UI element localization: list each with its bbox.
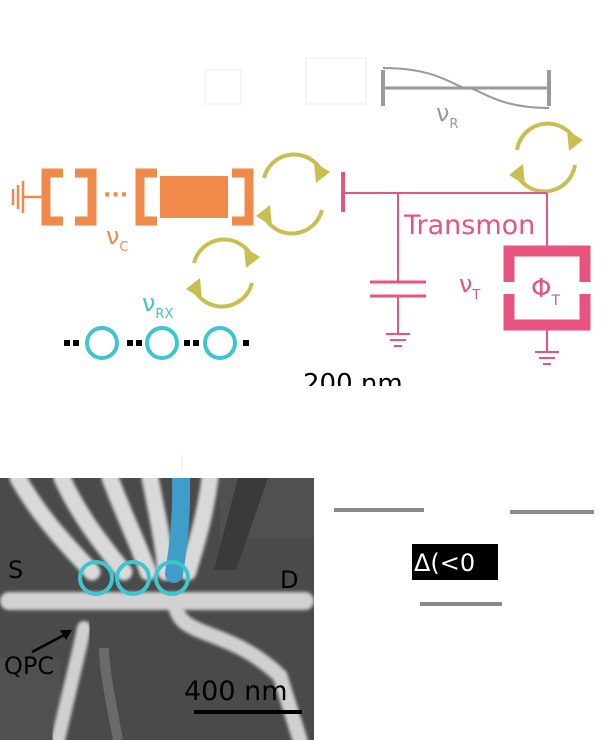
qpc-label: QPC (4, 652, 54, 680)
dot-circle (203, 326, 237, 360)
resonator-element: νR (381, 67, 551, 132)
dot-circle (85, 326, 119, 360)
flux-label: ΦT (531, 274, 560, 309)
rotation-arrows-icon (509, 121, 583, 194)
rotation-arrows-icon (186, 237, 260, 309)
rotation-arrows-icon (256, 152, 330, 236)
dot-circle (154, 560, 190, 596)
ground-icon (11, 181, 44, 213)
energy-level-panel: Δ(<0 (326, 478, 609, 740)
qpc-arrow-icon (31, 630, 72, 654)
cavity-ellipsis: ··· (103, 183, 128, 208)
capacitor-icon (370, 280, 426, 298)
rx-chain: νRX (64, 289, 249, 360)
delta-label: Δ(<0 (414, 549, 475, 577)
transmon-title: Transmon (403, 210, 535, 241)
ground-icon (386, 333, 410, 347)
flux-loop-icon: ΦT (500, 245, 594, 331)
transmon-circuit (341, 172, 559, 365)
qpc-gate (51, 621, 91, 740)
delta-label-box (412, 544, 498, 580)
faint-background-shapes (181, 57, 367, 470)
cavity-element: ··· νC (11, 168, 254, 255)
circuit-schematic: νR ··· νC (11, 57, 594, 470)
source-label: S (8, 556, 23, 584)
dot-circle (145, 326, 179, 360)
drain-label: D (280, 566, 298, 594)
horizontal-lead (0, 592, 314, 610)
dot-circle (115, 560, 151, 596)
plunger-gate (165, 478, 191, 583)
chain-label: νRX (142, 289, 173, 322)
scalebar-label: 400 nm (184, 676, 288, 707)
dot-circle (78, 560, 114, 596)
sem-micrograph: S D QPC 400 nm (0, 478, 314, 740)
resonator-label: νR (436, 99, 458, 132)
cavity-label: νC (106, 222, 128, 255)
ground-icon (535, 351, 559, 365)
transmon-label: νT (459, 270, 480, 303)
